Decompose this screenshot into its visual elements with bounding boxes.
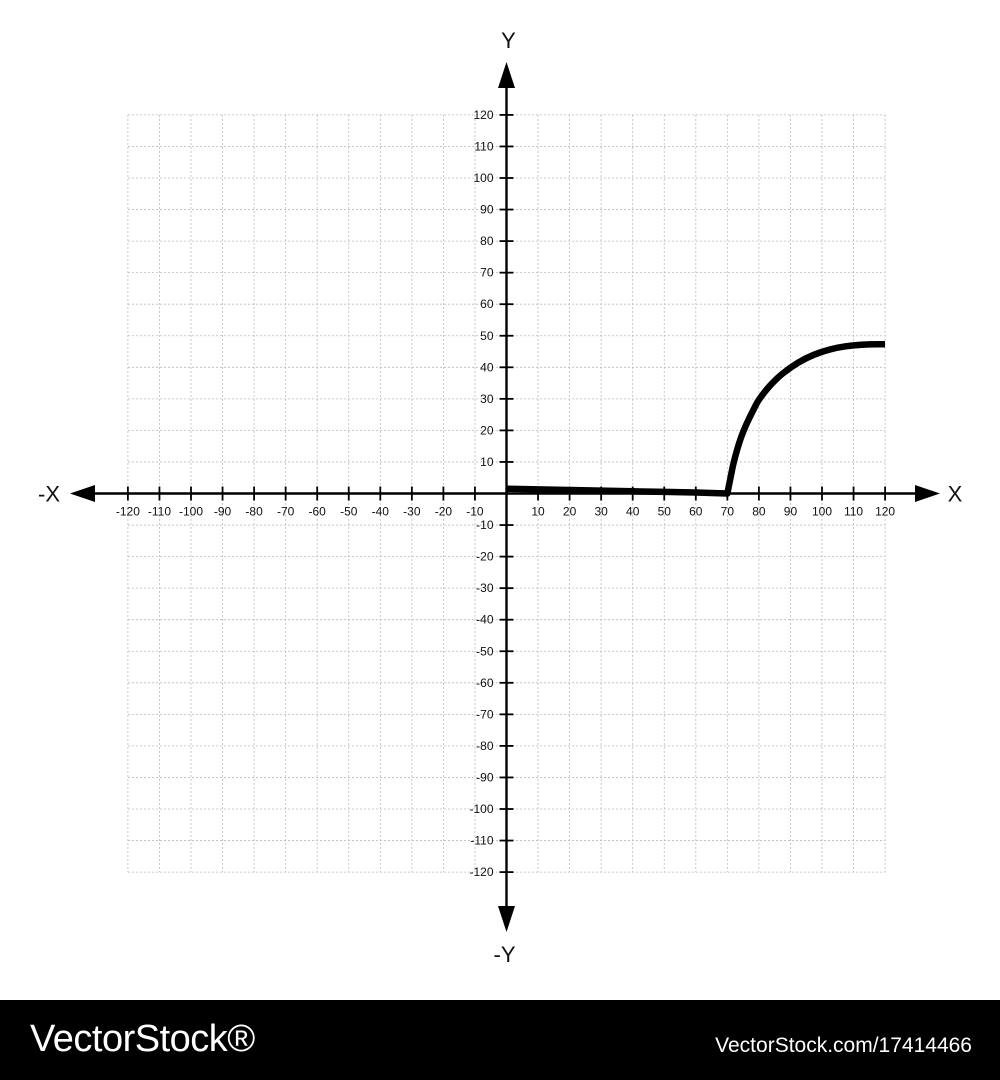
x-tick-label: 110 [844, 505, 863, 519]
x-tick-label: -50 [340, 505, 358, 519]
y-tick-label: -90 [476, 770, 494, 784]
x-tick-label: 60 [689, 505, 703, 519]
axes [70, 62, 940, 932]
y-negative-label: -Y [494, 942, 516, 967]
x-tick-label: -100 [179, 505, 203, 519]
x-tick-label: 10 [531, 505, 545, 519]
x-tick-label: 100 [812, 505, 832, 519]
y-tick-label: -120 [469, 865, 493, 879]
x-axis-arrow-left [70, 485, 95, 502]
y-tick-label: 60 [480, 297, 494, 311]
x-tick-label: -30 [403, 505, 421, 519]
y-axis-arrow-up [498, 62, 515, 88]
y-tick-label: -70 [476, 707, 494, 721]
y-tick-label: -100 [469, 802, 493, 816]
y-positive-label: Y [501, 28, 516, 53]
x-tick-label: -60 [309, 505, 327, 519]
series-line [506, 341, 885, 497]
x-tick-label: -120 [116, 505, 140, 519]
x-positive-label: X [948, 482, 963, 507]
watermark-stock-ref: VectorStock.com/17414466 [715, 1034, 972, 1057]
watermark-brand: VectorStock® [30, 1018, 255, 1060]
watermark-bar: VectorStock® VectorStock.com/17414466 [0, 1000, 1000, 1080]
y-tick-label: -20 [476, 550, 494, 564]
x-tick-label: 90 [784, 505, 798, 519]
x-tick-label: -80 [245, 505, 263, 519]
y-tick-label: 120 [473, 108, 493, 122]
x-tick-label: 50 [658, 505, 672, 519]
x-tick-label: 30 [594, 505, 608, 519]
x-tick-label: -70 [277, 505, 295, 519]
x-negative-label: -X [38, 482, 60, 507]
y-tick-label: 50 [480, 329, 494, 343]
y-tick-label: 40 [480, 360, 494, 374]
series [506, 341, 885, 497]
y-axis-arrow-down [498, 906, 515, 932]
y-tick-label: -10 [476, 518, 494, 532]
y-tick-label: 30 [480, 392, 494, 406]
x-tick-label: 70 [721, 505, 735, 519]
y-tick-label: 80 [480, 234, 494, 248]
x-tick-label: -40 [372, 505, 390, 519]
y-tick-label: 20 [480, 423, 494, 437]
y-tick-label: 90 [480, 203, 494, 217]
y-tick-label: -30 [476, 581, 494, 595]
y-tick-label: -40 [476, 613, 494, 627]
x-tick-label: -10 [466, 505, 484, 519]
y-tick-label: -50 [476, 644, 494, 658]
x-tick-label: -90 [214, 505, 232, 519]
axis-end-labels: X -X Y -Y [38, 28, 963, 967]
x-tick-label: 80 [752, 505, 766, 519]
y-tick-label: 10 [480, 455, 494, 469]
y-tick-label: -110 [470, 834, 493, 848]
y-tick-label: 70 [480, 266, 494, 280]
y-tick-label: 100 [473, 171, 493, 185]
x-axis-arrow-right [915, 485, 940, 502]
y-tick-label: 110 [474, 139, 493, 153]
y-tick-label: -80 [476, 739, 494, 753]
y-tick-label: -60 [476, 676, 494, 690]
x-tick-label: -110 [148, 505, 171, 519]
chart-area: -120 -110 -100 -90 -80 -70 -60 -50 -40 -30 -20 -10 1… [38, 28, 963, 967]
x-tick-label: 40 [626, 505, 640, 519]
ticks: -120 -110 -100 -90 -80 -70 -60 -50 -40 -30 -20 -10 1… [116, 108, 896, 879]
coordinate-plane-chart: -120 -110 -100 -90 -80 -70 -60 -50 -40 -30 -20 -10 1… [38, 28, 963, 967]
x-tick-label: 20 [563, 505, 577, 519]
x-tick-label: 120 [875, 505, 895, 519]
x-tick-label: -20 [435, 505, 453, 519]
